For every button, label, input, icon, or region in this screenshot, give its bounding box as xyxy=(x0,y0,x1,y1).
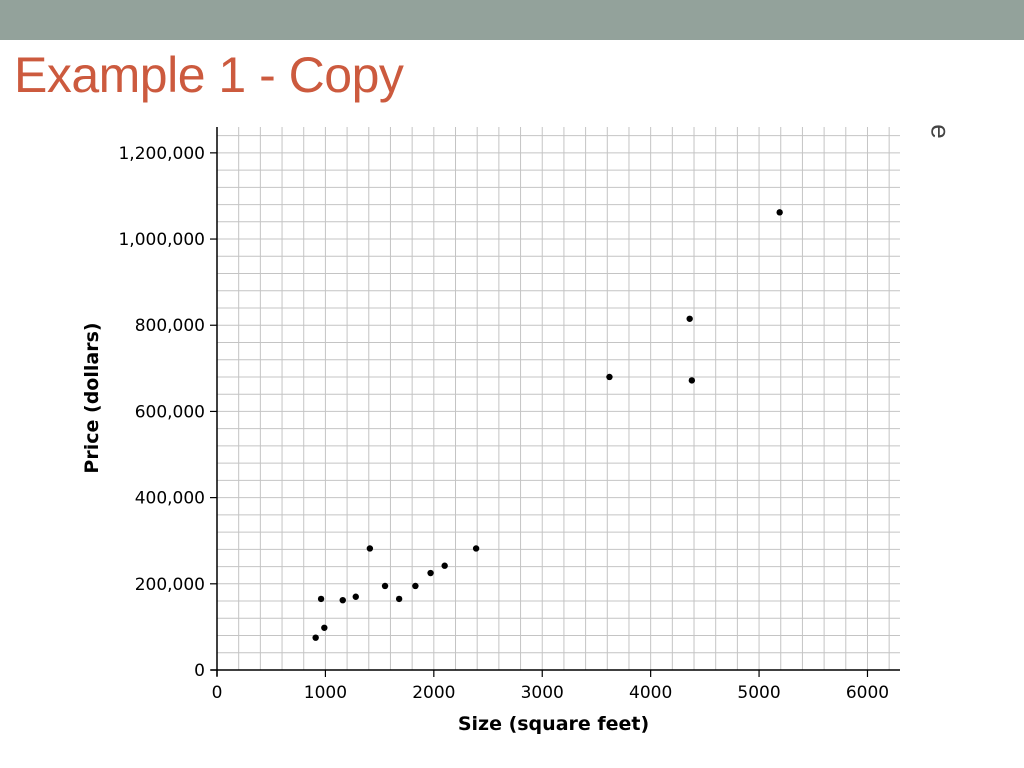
data-point xyxy=(339,596,346,604)
data-point xyxy=(776,209,783,216)
data-point xyxy=(472,545,480,552)
y-tick-label: 1,200,000 xyxy=(118,144,205,164)
x-tick-label: 3000 xyxy=(521,683,564,703)
data-point xyxy=(352,593,359,600)
chart-points xyxy=(312,209,783,641)
chart-grid xyxy=(216,127,900,671)
data-point xyxy=(395,595,403,603)
y-tick-label: 200,000 xyxy=(135,575,205,595)
data-point xyxy=(317,595,325,603)
y-tick-label: 600,000 xyxy=(135,402,205,422)
data-point xyxy=(312,634,319,641)
x-tick-label: 2000 xyxy=(412,683,455,703)
data-point xyxy=(606,373,613,381)
data-point xyxy=(366,545,374,552)
x-tick-label: 6000 xyxy=(846,683,889,703)
y-tick-label: 800,000 xyxy=(135,316,205,336)
data-point xyxy=(427,569,434,577)
y-tick-label: 1,000,000 xyxy=(118,230,205,250)
data-point xyxy=(321,624,328,631)
x-axis-title: Size (square feet) xyxy=(458,713,649,735)
data-point xyxy=(686,315,693,322)
data-point xyxy=(441,562,448,569)
data-point xyxy=(412,582,419,590)
chart-axes xyxy=(211,127,900,676)
chart-ticks: 0 1000 2000 3000 4000 5000 6000 0 200,000 400,000… xyxy=(118,144,889,703)
x-tick-label: 5000 xyxy=(737,683,780,703)
data-point xyxy=(381,582,389,590)
y-tick-label: 0 xyxy=(194,661,205,681)
x-tick-label: 4000 xyxy=(629,683,672,703)
slide-title: Example 1 - Copy xyxy=(14,47,404,103)
x-tick-label: 1000 xyxy=(304,683,347,703)
y-axis-title: Price (dollars) xyxy=(81,322,103,473)
y-tick-label: 400,000 xyxy=(135,489,205,509)
slide-header-bar xyxy=(0,0,1024,40)
data-point xyxy=(688,377,696,384)
x-tick-label: 0 xyxy=(212,683,223,703)
